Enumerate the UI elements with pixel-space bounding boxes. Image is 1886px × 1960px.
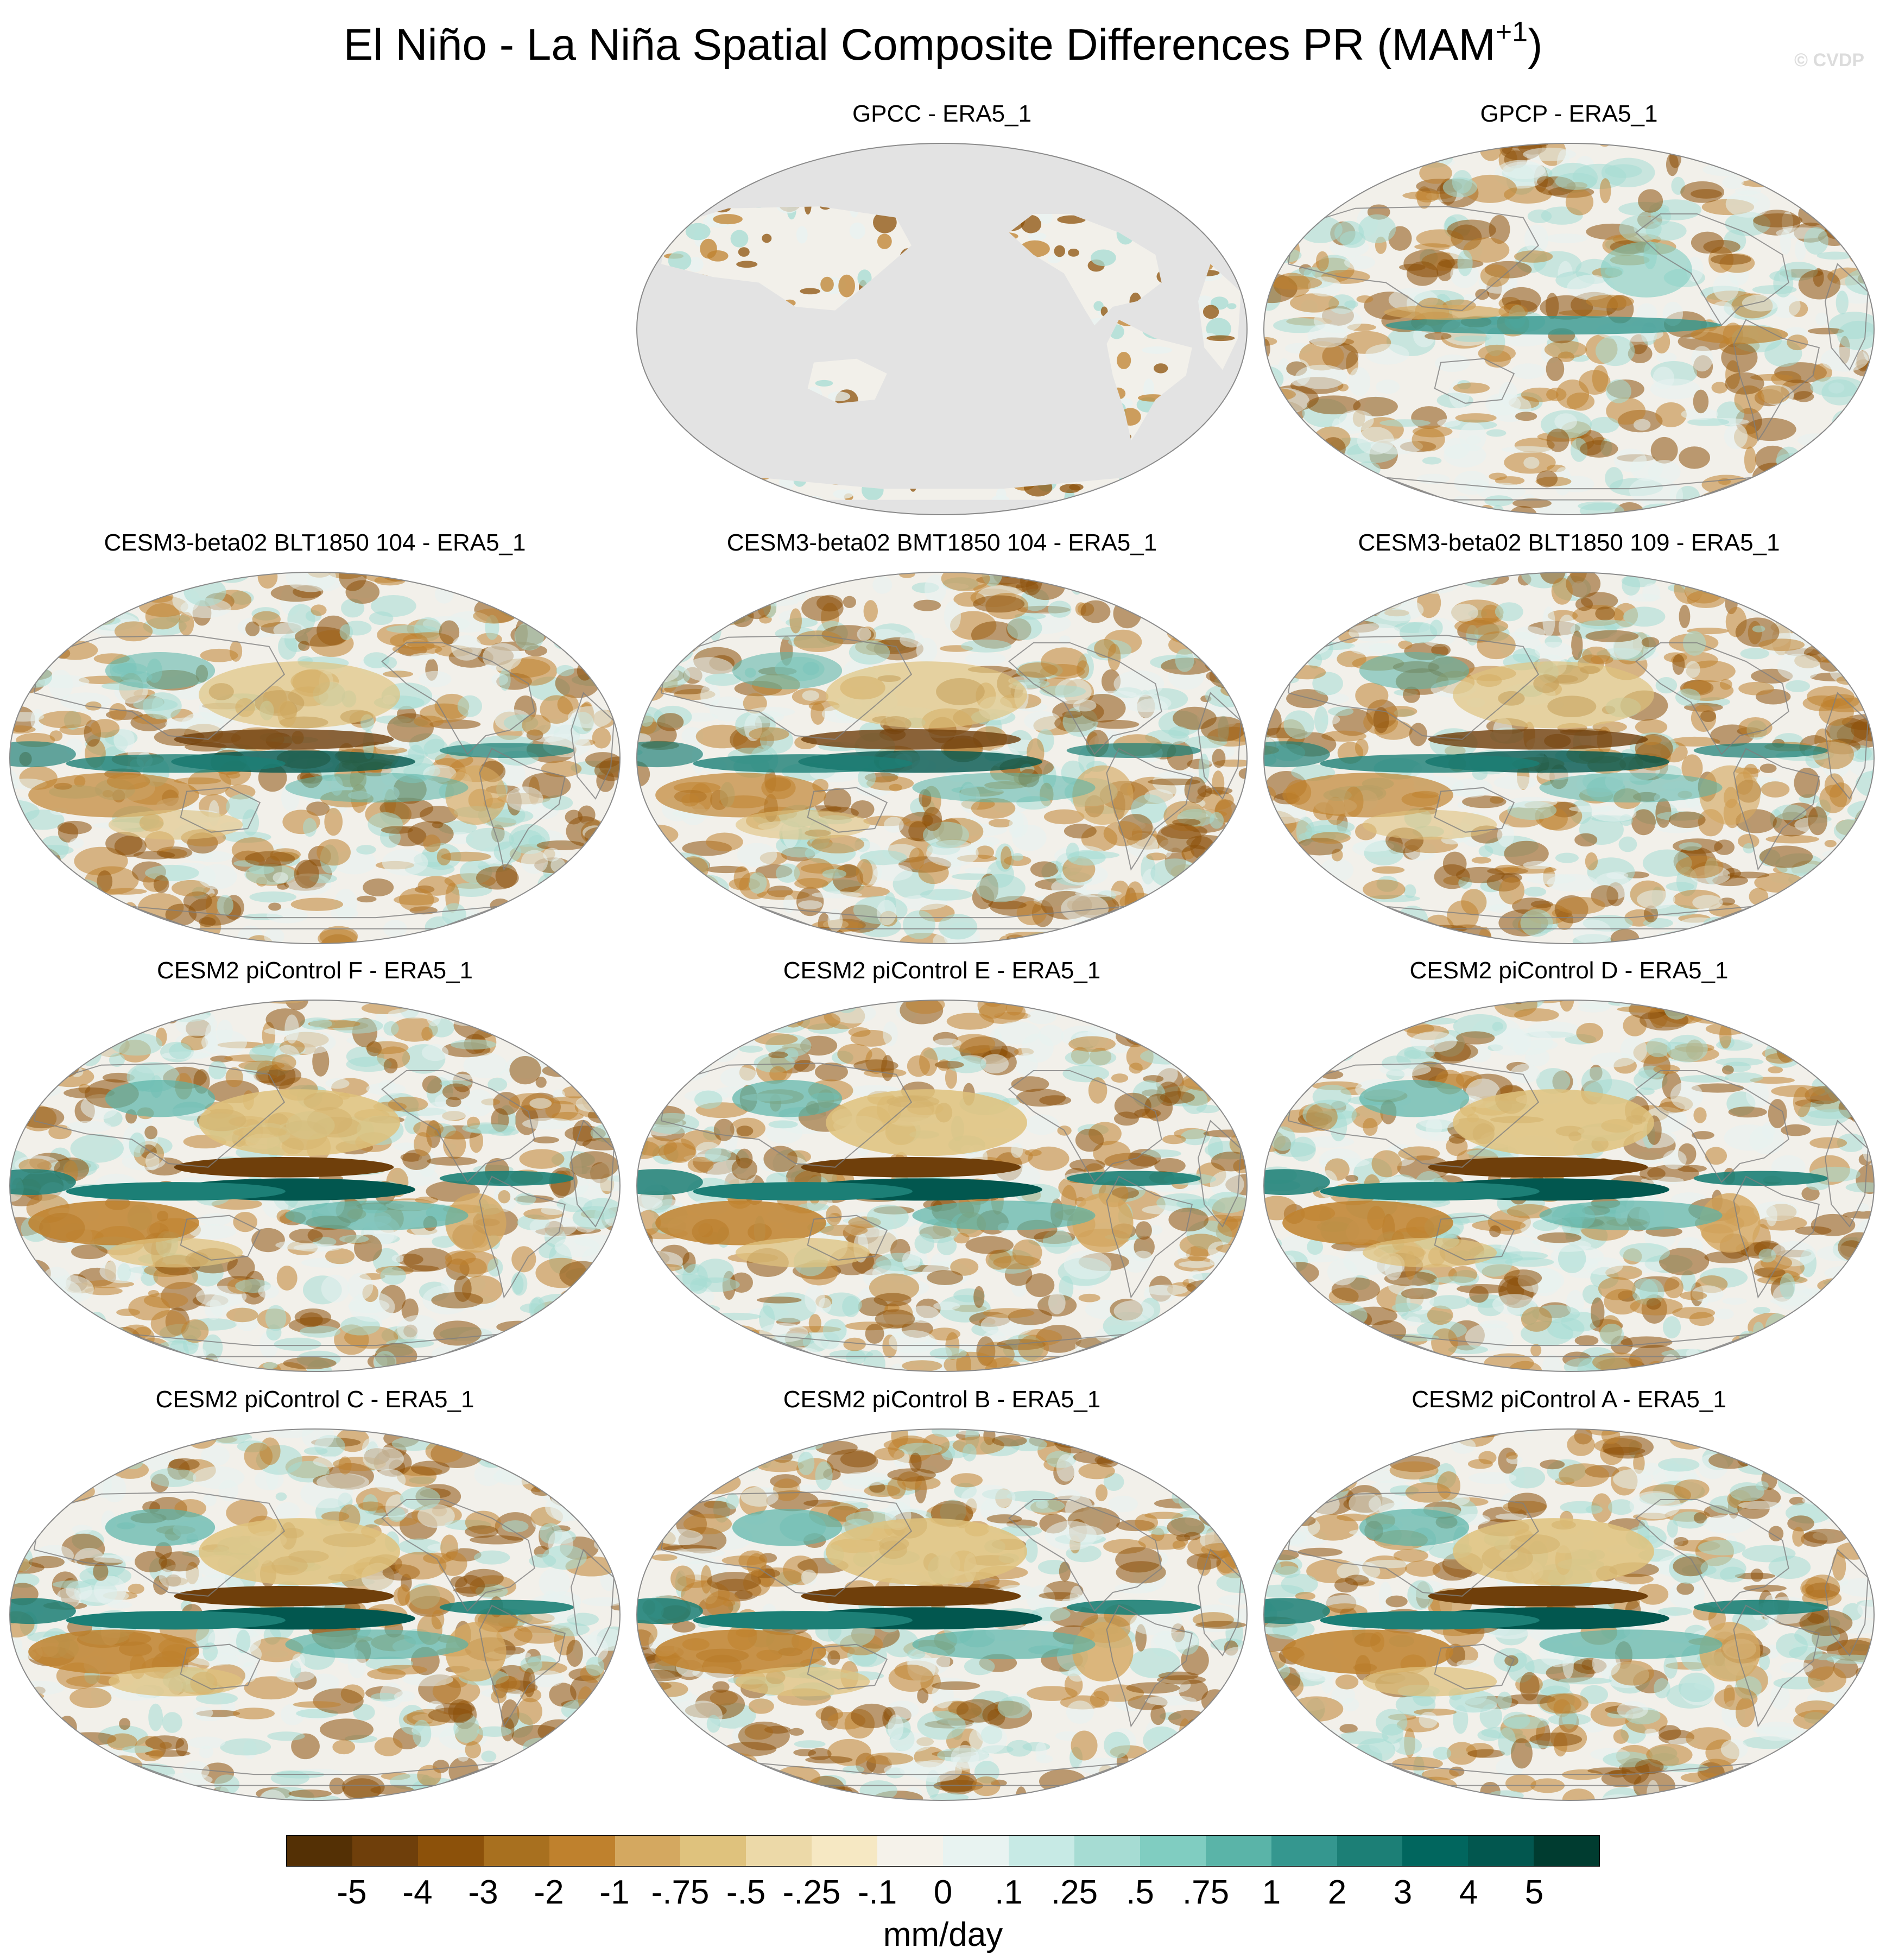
difference-map xyxy=(636,1428,1248,1801)
colorbar-tick-label: 1 xyxy=(1262,1874,1281,1911)
colorbar-swatch xyxy=(1337,1836,1403,1866)
colorbar-swatch xyxy=(1074,1836,1140,1866)
colorbar-swatch xyxy=(1271,1836,1337,1866)
colorbar-tick-label: .25 xyxy=(1050,1874,1098,1911)
cvdp-watermark: © CVDP xyxy=(1794,50,1864,71)
colorbar-swatch xyxy=(1468,1836,1534,1866)
difference-map xyxy=(636,572,1248,944)
colorbar-tick-label: 5 xyxy=(1524,1874,1544,1911)
difference-map xyxy=(1263,143,1875,515)
map-panel: GPCP - ERA5_1 xyxy=(1260,98,1878,521)
colorbar-tick-label: -.1 xyxy=(857,1874,897,1911)
difference-map xyxy=(9,1000,621,1372)
colorbar-swatch xyxy=(1205,1836,1271,1866)
map-panel: CESM2 piControl E - ERA5_1 xyxy=(632,954,1251,1378)
panel-title: CESM2 piControl A - ERA5_1 xyxy=(1412,1386,1726,1413)
colorbar-tick-label: -.75 xyxy=(651,1874,710,1911)
map-panel: CESM3-beta02 BMT1850 104 - ERA5_1 xyxy=(632,527,1251,950)
colorbar-tick-label: -2 xyxy=(534,1874,564,1911)
map-panel: CESM3-beta02 BLT1850 109 - ERA5_1 xyxy=(1260,527,1878,950)
colorbar-swatch xyxy=(483,1836,549,1866)
colorbar-tick-label: 0 xyxy=(933,1874,953,1911)
colorbar-units: mm/day xyxy=(883,1916,1003,1953)
panel-title: CESM2 piControl C - ERA5_1 xyxy=(155,1386,474,1413)
colorbar-tick-label: .75 xyxy=(1182,1874,1230,1911)
panel-title: GPCP - ERA5_1 xyxy=(1480,100,1658,127)
colorbar-tick-label: -4 xyxy=(402,1874,433,1911)
colorbar: -5 -4 -3 -2 -1 -.75 -.5 -.25 -.1 0 .1 .25 .5 .75 1 2 3 4 5… xyxy=(286,1835,1600,1960)
panel-title: GPCC - ERA5_1 xyxy=(852,100,1032,127)
colorbar-swatch xyxy=(812,1836,878,1866)
colorbar-tick-label: -1 xyxy=(599,1874,630,1911)
colorbar-swatch xyxy=(417,1836,484,1866)
difference-map xyxy=(9,572,621,944)
map-panel: CESM2 piControl D - ERA5_1 xyxy=(1260,954,1878,1378)
colorbar-swatches xyxy=(286,1835,1600,1867)
panel-title: CESM3-beta02 BLT1850 104 - ERA5_1 xyxy=(104,529,526,556)
panel-title: CESM3-beta02 BMT1850 104 - ERA5_1 xyxy=(726,529,1157,556)
difference-map xyxy=(1263,1000,1875,1372)
colorbar-swatch xyxy=(943,1836,1009,1866)
difference-map xyxy=(1263,1428,1875,1801)
colorbar-swatch xyxy=(549,1836,615,1866)
colorbar-tick-label: .5 xyxy=(1126,1874,1154,1911)
colorbar-tick-label: 3 xyxy=(1393,1874,1413,1911)
colorbar-swatch xyxy=(287,1836,352,1866)
colorbar-swatch xyxy=(746,1836,812,1866)
title-suffix: ) xyxy=(1528,20,1543,69)
figure-title: El Niño - La Niña Spatial Composite Diff… xyxy=(0,15,1886,75)
colorbar-swatch xyxy=(1534,1836,1600,1866)
colorbar-swatch xyxy=(615,1836,681,1866)
difference-map xyxy=(1263,572,1875,944)
title-text: El Niño - La Niña Spatial Composite Diff… xyxy=(343,20,1496,69)
colorbar-swatch xyxy=(1402,1836,1469,1866)
colorbar-swatch xyxy=(680,1836,746,1866)
colorbar-swatch xyxy=(877,1836,944,1866)
panel-title: CESM2 piControl F - ERA5_1 xyxy=(157,957,473,984)
difference-map xyxy=(636,1000,1248,1372)
colorbar-swatch xyxy=(352,1836,418,1866)
map-panel: CESM2 piControl C - ERA5_1 xyxy=(5,1383,624,1807)
panel-title: CESM2 piControl E - ERA5_1 xyxy=(783,957,1101,984)
colorbar-tick-label: 4 xyxy=(1459,1874,1478,1911)
difference-map xyxy=(9,1428,621,1801)
colorbar-tick-label: -5 xyxy=(337,1874,367,1911)
title-superscript: +1 xyxy=(1495,16,1528,48)
colorbar-tick-label: 2 xyxy=(1327,1874,1347,1911)
colorbar-tick-label: .1 xyxy=(995,1874,1023,1911)
map-panel: CESM3-beta02 BLT1850 104 - ERA5_1 xyxy=(5,527,624,950)
map-panel: CESM2 piControl A - ERA5_1 xyxy=(1260,1383,1878,1807)
colorbar-tick-label: -.5 xyxy=(726,1874,766,1911)
map-panel: CESM2 piControl B - ERA5_1 xyxy=(632,1383,1251,1807)
difference-map xyxy=(636,143,1248,515)
colorbar-swatch xyxy=(1008,1836,1074,1866)
panel-title: CESM2 piControl B - ERA5_1 xyxy=(783,1386,1101,1413)
map-panel: CESM2 piControl F - ERA5_1 xyxy=(5,954,624,1378)
colorbar-tick-label: -3 xyxy=(468,1874,498,1911)
panel-title: CESM2 piControl D - ERA5_1 xyxy=(1409,957,1729,984)
panel-title: CESM3-beta02 BLT1850 109 - ERA5_1 xyxy=(1358,529,1780,556)
colorbar-swatch xyxy=(1140,1836,1206,1866)
colorbar-tick-label: -.25 xyxy=(782,1874,841,1911)
map-panel: GPCC - ERA5_1 xyxy=(632,98,1251,521)
